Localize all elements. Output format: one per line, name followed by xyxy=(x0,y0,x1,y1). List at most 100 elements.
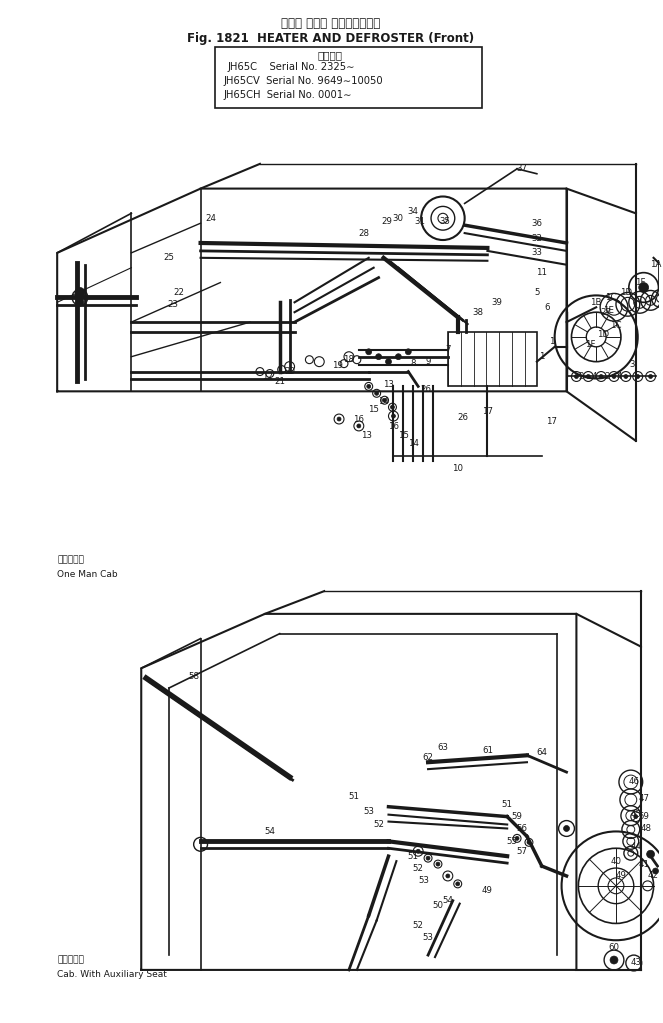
Text: 1D: 1D xyxy=(620,287,632,297)
Text: 48: 48 xyxy=(640,824,651,833)
Text: 43: 43 xyxy=(631,959,641,968)
Text: 11: 11 xyxy=(536,268,547,277)
Text: 60: 60 xyxy=(609,942,619,951)
Text: 適用号機: 適用号機 xyxy=(318,50,343,60)
Text: 17: 17 xyxy=(482,406,493,415)
Text: 1B: 1B xyxy=(591,298,602,307)
Text: 47: 47 xyxy=(638,794,649,803)
Text: 1E: 1E xyxy=(603,306,613,315)
Text: 35: 35 xyxy=(440,217,450,226)
Circle shape xyxy=(426,856,430,860)
Circle shape xyxy=(634,814,638,818)
Text: 44: 44 xyxy=(631,842,641,851)
Circle shape xyxy=(455,882,459,886)
Text: One Man Cab: One Man Cab xyxy=(57,570,118,579)
Circle shape xyxy=(564,826,570,832)
Text: JH65C    Serial No. 2325∼: JH65C Serial No. 2325∼ xyxy=(227,62,355,72)
Circle shape xyxy=(383,398,387,402)
Text: 32: 32 xyxy=(531,233,542,242)
Circle shape xyxy=(446,874,450,878)
Text: 30: 30 xyxy=(393,214,404,223)
Circle shape xyxy=(357,424,361,428)
Circle shape xyxy=(612,374,616,379)
Text: 1: 1 xyxy=(549,338,554,347)
Text: 18: 18 xyxy=(343,355,355,364)
Text: 2: 2 xyxy=(604,372,610,381)
Text: 53: 53 xyxy=(422,933,434,942)
Circle shape xyxy=(586,374,590,379)
Text: 34: 34 xyxy=(408,207,419,216)
Text: 27: 27 xyxy=(601,308,611,317)
Text: 26: 26 xyxy=(420,385,432,394)
Circle shape xyxy=(636,374,640,379)
Text: 46: 46 xyxy=(629,777,639,787)
Text: 40: 40 xyxy=(611,856,621,865)
Text: 49: 49 xyxy=(482,886,493,895)
Text: 6: 6 xyxy=(544,303,550,312)
Text: 61: 61 xyxy=(482,746,493,755)
Text: 14: 14 xyxy=(378,397,389,406)
Text: 21: 21 xyxy=(274,376,285,386)
Text: 53: 53 xyxy=(363,807,374,816)
Text: Fig. 1821  HEATER AND DEFROSTER (Front): Fig. 1821 HEATER AND DEFROSTER (Front) xyxy=(186,32,473,45)
Text: 42: 42 xyxy=(648,872,659,881)
Text: 33: 33 xyxy=(531,249,542,258)
Text: 45: 45 xyxy=(631,810,641,819)
Text: 19: 19 xyxy=(332,361,343,370)
Text: 5: 5 xyxy=(534,287,540,297)
Text: 4: 4 xyxy=(616,372,622,381)
Text: 56: 56 xyxy=(516,824,528,833)
Text: 一人乗り用: 一人乗り用 xyxy=(57,554,84,564)
Text: 37: 37 xyxy=(516,165,528,173)
Circle shape xyxy=(376,354,382,360)
Circle shape xyxy=(648,374,652,379)
Text: 12: 12 xyxy=(263,372,273,381)
Text: 28: 28 xyxy=(358,228,369,237)
Text: 38: 38 xyxy=(472,308,483,317)
Circle shape xyxy=(515,837,519,840)
Text: 50: 50 xyxy=(432,901,444,910)
Text: 22: 22 xyxy=(173,287,184,297)
Bar xyxy=(215,47,483,108)
Text: 59: 59 xyxy=(638,812,649,821)
Circle shape xyxy=(367,385,371,389)
Text: 54: 54 xyxy=(442,896,453,905)
Text: 8: 8 xyxy=(410,359,416,368)
Text: 25: 25 xyxy=(164,254,174,262)
Circle shape xyxy=(646,850,654,858)
Text: 3: 3 xyxy=(629,360,634,369)
Circle shape xyxy=(599,374,603,379)
Circle shape xyxy=(638,282,648,293)
Circle shape xyxy=(405,349,411,355)
Text: 54: 54 xyxy=(265,827,275,836)
Circle shape xyxy=(385,359,391,364)
Text: 26: 26 xyxy=(457,412,468,421)
Circle shape xyxy=(624,374,628,379)
Text: 59: 59 xyxy=(512,812,522,821)
Text: 13: 13 xyxy=(361,432,372,440)
Text: 64: 64 xyxy=(536,748,547,757)
Circle shape xyxy=(391,414,395,418)
Text: 2: 2 xyxy=(579,372,584,381)
Circle shape xyxy=(416,849,420,853)
Text: 39: 39 xyxy=(492,298,503,307)
Text: 13: 13 xyxy=(383,380,394,389)
Circle shape xyxy=(337,417,341,421)
Text: 62: 62 xyxy=(422,753,434,762)
Text: Cab. With Auxiliary Seat: Cab. With Auxiliary Seat xyxy=(57,971,167,979)
Circle shape xyxy=(610,957,618,964)
Circle shape xyxy=(75,287,85,298)
Text: 29: 29 xyxy=(381,217,392,226)
Text: 1C: 1C xyxy=(610,320,622,329)
Text: ヒータ および デフロスタ（前: ヒータ および デフロスタ（前 xyxy=(280,17,380,30)
Text: 17: 17 xyxy=(546,416,557,426)
Text: 16: 16 xyxy=(353,414,365,424)
Text: 1F: 1F xyxy=(585,341,595,349)
Circle shape xyxy=(76,299,84,306)
Text: 31: 31 xyxy=(414,217,426,226)
Circle shape xyxy=(375,392,379,395)
Text: 36: 36 xyxy=(531,219,542,228)
Circle shape xyxy=(652,869,658,874)
Text: 10: 10 xyxy=(452,464,463,473)
Text: 53: 53 xyxy=(418,877,430,885)
